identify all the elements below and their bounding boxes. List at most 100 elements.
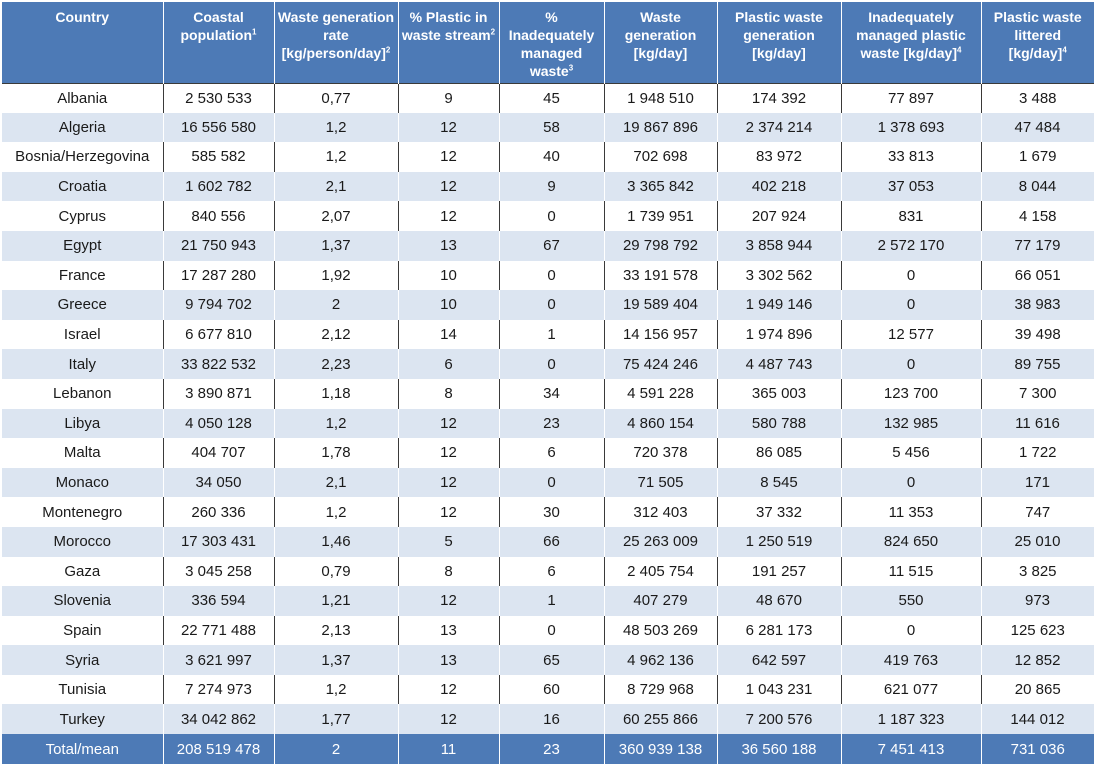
value-cell: 1 679 <box>981 142 1094 172</box>
table-row: Montenegro 260 336 1,2 12 30 312 403 37 332 11 … <box>2 497 1094 527</box>
value-cell: 1,92 <box>274 260 399 291</box>
table-row: Cyprus 840 556 2,07 12 0 1 739 951 207 924 831 4… <box>2 201 1094 231</box>
column-header-label: Waste generation rate [kg/person/day] <box>277 9 395 61</box>
value-cell: 1,78 <box>274 438 399 468</box>
country-cell: Israel <box>2 319 164 350</box>
value-cell: 17 287 280 <box>163 260 275 291</box>
value-cell: 12 <box>398 586 500 616</box>
value-cell: 2,12 <box>274 319 399 350</box>
value-cell: 336 594 <box>163 586 275 616</box>
value-cell: 1 974 896 <box>717 319 842 350</box>
value-cell: 10 <box>398 290 500 320</box>
value-cell: 7 200 576 <box>717 704 842 735</box>
value-cell: 12 <box>398 112 500 143</box>
table-row: Greece 9 794 702 2 10 0 19 589 404 1 949 146 0 3… <box>2 290 1095 320</box>
country-cell: Gaza <box>2 556 164 587</box>
value-cell: 12 <box>398 674 500 705</box>
value-cell: 77 179 <box>981 230 1095 261</box>
table-row: Italy 33 822 532 2,23 6 0 75 424 246 4 487 743… <box>2 349 1095 379</box>
country-cell: Egypt <box>2 230 164 261</box>
value-cell: 33 822 532 <box>163 349 275 379</box>
value-cell: 25 263 009 <box>604 526 718 557</box>
total-value: 2 <box>274 734 399 765</box>
value-cell: 1,2 <box>274 408 399 439</box>
value-cell: 1 043 231 <box>717 674 842 705</box>
value-cell: 1 250 519 <box>717 526 842 557</box>
value-cell: 2,13 <box>274 615 399 646</box>
total-value: 360 939 138 <box>604 734 718 765</box>
value-cell: 0 <box>841 349 982 379</box>
value-cell: 48 670 <box>717 586 842 616</box>
value-cell: 419 763 <box>841 645 982 675</box>
footnote-marker: 2 <box>490 27 496 37</box>
value-cell: 621 077 <box>841 674 982 705</box>
value-cell: 407 279 <box>604 586 718 616</box>
value-cell: 144 012 <box>981 704 1095 735</box>
value-cell: 34 042 862 <box>163 704 275 735</box>
table-row: Lebanon 3 890 871 1,18 8 34 4 591 228 365 003 1… <box>2 378 1094 409</box>
value-cell: 6 677 810 <box>163 319 275 350</box>
value-cell: 71 505 <box>604 467 718 498</box>
value-cell: 4 860 154 <box>604 408 718 439</box>
country-cell: Italy <box>2 349 164 379</box>
column-header-label: Coastal population <box>180 9 253 43</box>
table-row: Libya 4 050 128 1,2 12 23 4 860 154 580 788 132… <box>2 408 1095 439</box>
value-cell: 4 050 128 <box>163 408 275 439</box>
value-cell: 0 <box>499 615 605 646</box>
value-cell: 3 302 562 <box>717 260 842 291</box>
country-cell: Libya <box>2 408 164 439</box>
value-cell: 1 378 693 <box>841 112 982 143</box>
column-header-label: % Plastic in waste stream <box>401 9 491 43</box>
value-cell: 402 218 <box>717 171 842 202</box>
footnote-marker: 4 <box>1062 45 1067 55</box>
value-cell: 14 156 957 <box>604 319 718 350</box>
value-cell: 58 <box>499 112 605 143</box>
column-header: Inadequately managed plastic waste [kg/d… <box>841 2 982 83</box>
value-cell: 77 897 <box>841 82 982 113</box>
value-cell: 10 <box>398 260 500 291</box>
table-row: Israel 6 677 810 2,12 14 1 14 156 957 1 974 89… <box>2 319 1094 350</box>
value-cell: 8 044 <box>981 171 1095 202</box>
value-cell: 585 582 <box>163 142 275 172</box>
value-cell: 1,46 <box>274 526 399 557</box>
value-cell: 0 <box>499 349 605 379</box>
value-cell: 6 <box>499 556 605 587</box>
value-cell: 12 <box>398 438 500 468</box>
value-cell: 33 191 578 <box>604 260 718 291</box>
value-cell: 8 <box>398 378 500 409</box>
country-cell: Algeria <box>2 112 164 143</box>
value-cell: 29 798 792 <box>604 230 718 261</box>
value-cell: 0 <box>499 260 605 291</box>
value-cell: 0 <box>499 467 605 498</box>
value-cell: 83 972 <box>717 142 842 172</box>
footnote-marker: 4 <box>957 45 962 55</box>
table-row: Turkey 34 042 862 1,77 12 16 60 255 866 7 200 … <box>2 704 1095 735</box>
value-cell: 312 403 <box>604 497 718 527</box>
value-cell: 2,07 <box>274 201 399 231</box>
value-cell: 702 698 <box>604 142 718 172</box>
value-cell: 14 <box>398 319 500 350</box>
value-cell: 37 053 <box>841 171 982 202</box>
value-cell: 123 700 <box>841 378 982 409</box>
column-header-label: Country <box>55 9 110 25</box>
country-cell: Croatia <box>2 171 164 202</box>
value-cell: 3 621 997 <box>163 645 275 675</box>
total-value: 731 036 <box>981 734 1094 765</box>
value-cell: 67 <box>499 230 605 261</box>
value-cell: 4 158 <box>981 201 1094 231</box>
value-cell: 45 <box>499 82 605 113</box>
value-cell: 1 949 146 <box>717 290 842 320</box>
value-cell: 60 255 866 <box>604 704 718 735</box>
table-footer: Total/mean 208 519 478 2 11 23 360 939 138 36 … <box>2 734 1094 765</box>
country-cell: Syria <box>2 645 164 675</box>
column-header: Country <box>2 2 164 83</box>
value-cell: 2 530 533 <box>163 82 275 113</box>
value-cell: 89 755 <box>981 349 1095 379</box>
country-cell: Greece <box>2 290 164 320</box>
value-cell: 0 <box>499 290 605 320</box>
table-row: Slovenia 336 594 1,21 12 1 407 279 48 670 550 97… <box>2 586 1095 616</box>
value-cell: 973 <box>981 586 1095 616</box>
total-value: 23 <box>499 734 605 765</box>
value-cell: 2 <box>274 290 399 320</box>
header-row: Country Coastal population1 Waste generati… <box>2 2 1094 83</box>
